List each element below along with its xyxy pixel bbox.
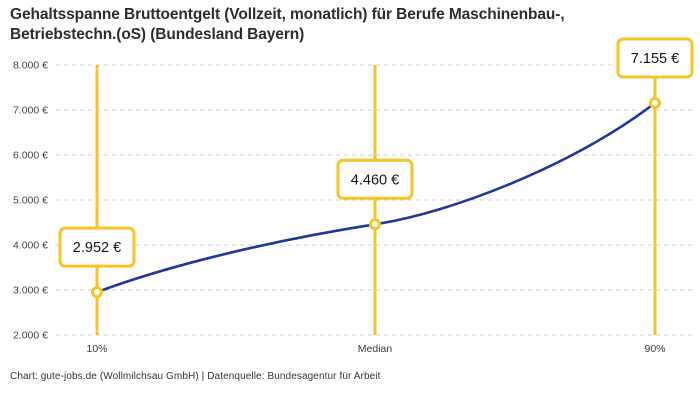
x-axis-labels-layer: 10% Median 90% bbox=[86, 343, 665, 355]
x-axis-tick-label: 10% bbox=[86, 343, 107, 355]
y-axis-tick-label: 5.000 € bbox=[13, 195, 48, 207]
x-axis-tick-label: 90% bbox=[644, 343, 665, 355]
x-axis-tick-label: Median bbox=[358, 343, 393, 355]
y-axis-tick-label: 6.000 € bbox=[13, 150, 48, 162]
value-label-box bbox=[58, 226, 136, 268]
y-axis-labels-layer: 2.000 € 3.000 € 4.000 € 5.000 € 6.000 € 7.000… bbox=[13, 60, 48, 342]
gridlines-layer bbox=[56, 64, 694, 336]
value-label: 4.460 € bbox=[351, 172, 399, 188]
y-axis-tick-label: 2.000 € bbox=[13, 330, 48, 342]
value-label-box bbox=[616, 37, 694, 79]
y-axis-tick-label: 8.000 € bbox=[13, 60, 48, 72]
value-boxes-layer: 2.952 € 4.460 € 7.155 € bbox=[58, 37, 694, 268]
y-axis-tick-label: 3.000 € bbox=[13, 285, 48, 297]
data-point-marker-90% bbox=[649, 97, 661, 110]
chart-title: Gehaltsspanne Bruttoentgelt (Vollzeit, m… bbox=[10, 5, 690, 45]
value-label: 2.952 € bbox=[73, 240, 121, 256]
data-point-marker-Median bbox=[369, 218, 381, 231]
y-axis-tick-label: 7.000 € bbox=[13, 105, 48, 117]
data-point-marker-10% bbox=[91, 286, 103, 299]
markers-layer bbox=[91, 97, 661, 299]
value-label: 7.155 € bbox=[631, 51, 679, 67]
chart-credit: Chart: gute-jobs.de (Wollmilchsau GmbH) … bbox=[10, 371, 381, 382]
y-axis-tick-label: 4.000 € bbox=[13, 240, 48, 252]
chart-title-line1: Gehaltsspanne Bruttoentgelt (Vollzeit, m… bbox=[10, 6, 565, 23]
chart-title-line2: Betriebstechn.(oS) (Bundesland Bayern) bbox=[10, 26, 305, 44]
value-label-box bbox=[336, 158, 414, 200]
